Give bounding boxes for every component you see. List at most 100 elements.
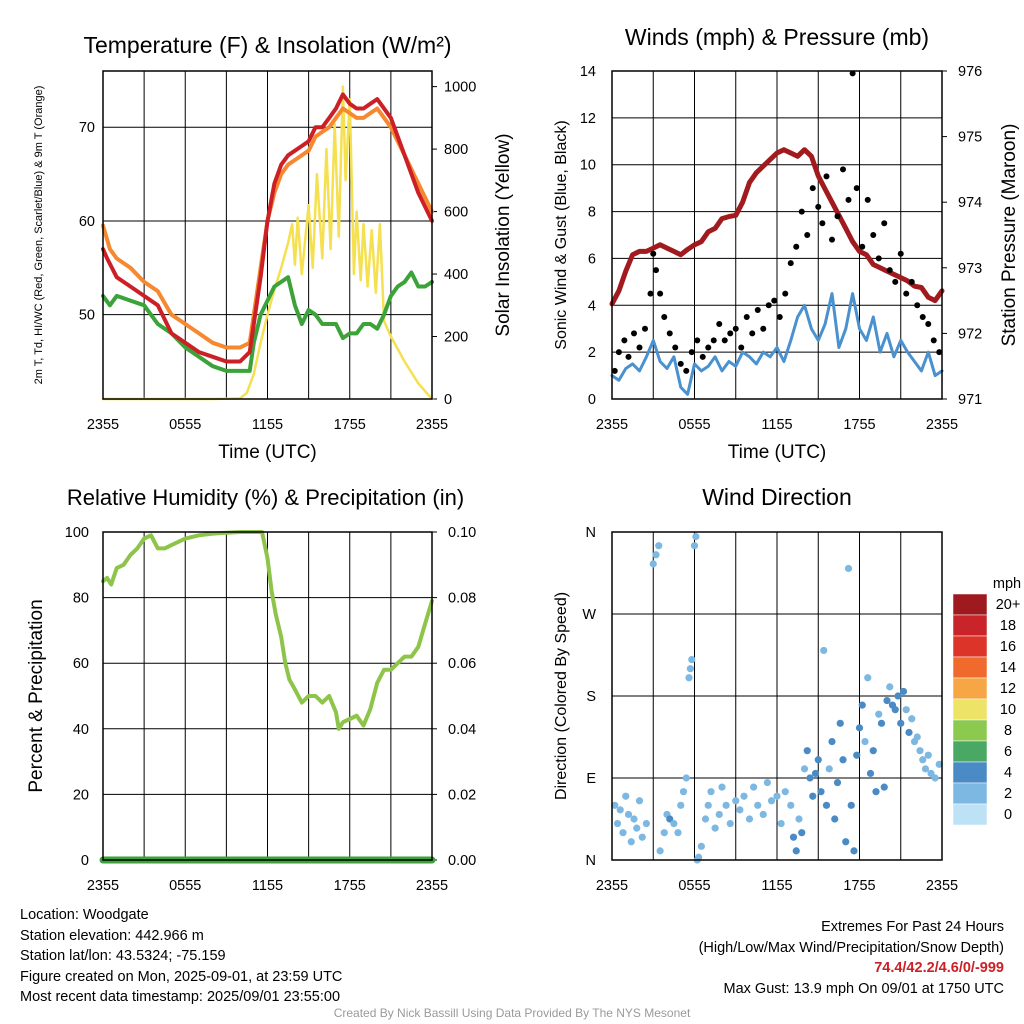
temp-ytick-right-label: 800 (444, 142, 468, 158)
wdir-direction-point (613, 819, 622, 828)
wdir-direction-point (677, 801, 685, 809)
winds-gust-point (782, 290, 789, 297)
winds-gust-point (653, 267, 659, 274)
winds-gust-point (930, 337, 937, 344)
wdir-direction-point (660, 829, 668, 837)
created-text: Figure created on Mon, 2025-09-01, at 23… (20, 968, 343, 985)
rh-ytick-right-label: 0.06 (448, 656, 476, 672)
wdir-direction-point (894, 692, 902, 700)
wdir-direction-point (685, 674, 693, 682)
winds-gust-point (881, 220, 888, 227)
station-info: Location: Woodgate Station elevation: 44… (20, 905, 342, 1008)
winds-gust-point (936, 349, 943, 356)
legend-label: 16 (1000, 639, 1016, 655)
temp-ytick-right-label: 200 (444, 330, 468, 346)
wdir-direction-point (635, 797, 644, 805)
credit-line: Created By Nick Bassill Using Data Provi… (333, 1006, 691, 1020)
wdir-direction-point (695, 853, 703, 861)
legend-swatch (952, 803, 988, 826)
winds-gust-point (864, 196, 871, 203)
rh-xtick-label: 2355 (87, 878, 119, 894)
wdir-ylabel-left: Direction (Colored By Speed) (553, 592, 570, 800)
max-gust-text: Max Gust: 13.9 mph On 09/01 at 1750 UTC (723, 980, 1004, 997)
rh-ytick-right-label: 0.02 (448, 787, 476, 803)
winds-gust-point (765, 302, 772, 309)
wdir-direction-point (935, 760, 943, 768)
wdir-direction-point (624, 810, 633, 819)
winds-ytick-label: 6 (588, 251, 596, 267)
wdir-direction-point (899, 687, 908, 696)
wdir-direction-point (679, 788, 688, 796)
wdir-xtick-label: 2355 (926, 878, 958, 894)
wdir-direction-point (850, 847, 858, 855)
temp-ylabel-right: Solar Insolation (Yellow) (493, 133, 514, 336)
extremes-values: 74.4/42.2/4.6/0/-999 (874, 960, 1004, 976)
wdir-ytick-label: N (586, 853, 596, 869)
legend-label: 20+ (996, 597, 1021, 613)
wdir-direction-point (853, 751, 861, 759)
winds-ytick-right-label: 974 (958, 195, 982, 211)
wdir-direction-point (686, 665, 694, 673)
wdir-direction-point (670, 819, 678, 828)
winds-ytick-label: 8 (588, 205, 596, 221)
winds-gust-point (611, 367, 618, 374)
winds-ytick-label: 10 (580, 158, 596, 174)
wdir-xtick-label: 1755 (843, 878, 875, 894)
wdir-direction-point (800, 765, 809, 773)
wdir-direction-point (763, 778, 771, 787)
rh-ytick-right-label: 0.10 (448, 525, 476, 541)
wdir-direction-point (649, 560, 657, 568)
legend-swatch (952, 782, 988, 805)
wdir-direction-point (820, 646, 828, 655)
temp-xtick-label: 2355 (416, 417, 448, 433)
wdir-direction-point (913, 733, 921, 741)
rh-frame (102, 531, 433, 861)
winds-gust-point (919, 314, 926, 320)
wdir-direction-point (682, 774, 690, 782)
wdir-direction-point (736, 806, 744, 814)
wdir-direction-point (927, 769, 935, 778)
wdir-direction-point (638, 833, 646, 841)
wdir-direction-point (831, 815, 839, 823)
winds-xtick-label: 2355 (596, 417, 628, 433)
winds-gust-point (859, 243, 866, 250)
wdir-direction-point (886, 683, 894, 691)
temp-panel: 2355 0555 1155 1755 2355 50 60 70 0 200 400 600 800 1… (33, 32, 514, 463)
temp-xtick-label: 2355 (87, 417, 119, 433)
wdir-direction-point (656, 847, 664, 855)
wdir-direction-point (792, 847, 800, 855)
winds-gust-point (727, 330, 734, 337)
legend-swatch (952, 719, 988, 742)
winds-gust-point (914, 302, 921, 309)
wdir-direction-point (908, 715, 916, 723)
wdir-ytick-label: E (586, 771, 596, 787)
wdir-direction-point (732, 797, 740, 805)
wdir-xtick-label: 0555 (678, 878, 710, 894)
wdir-direction-point (844, 564, 853, 573)
temp-ytick-right-label: 600 (444, 205, 468, 221)
winds-gust-point (787, 260, 794, 267)
wdir-direction-point (822, 801, 831, 809)
winds-ytick-label: 2 (588, 345, 596, 361)
wdir-direction-point (828, 737, 836, 746)
legend-label: 6 (1004, 744, 1012, 760)
winds-gust-point (897, 250, 904, 257)
wdir-direction-point (787, 801, 795, 809)
wdir-direction-point (825, 765, 833, 773)
wdir-direction-point (861, 737, 869, 746)
winds-gust-point (886, 267, 893, 274)
winds-gust-point (829, 236, 835, 243)
winds-gust-point (650, 250, 657, 257)
wdir-direction-point (916, 747, 924, 755)
wdir-direction-point (652, 551, 660, 559)
legend-label: 12 (1000, 681, 1016, 697)
wdir-direction-point (847, 801, 855, 809)
wdir-direction-point (880, 783, 888, 791)
wdir-direction-point (711, 824, 719, 832)
rh-ytick-label: 20 (73, 787, 89, 803)
winds-ytick-right-label: 972 (958, 326, 982, 342)
winds-gust-point (677, 360, 684, 367)
winds-gust-point (647, 290, 654, 297)
legend-swatch (952, 698, 988, 721)
